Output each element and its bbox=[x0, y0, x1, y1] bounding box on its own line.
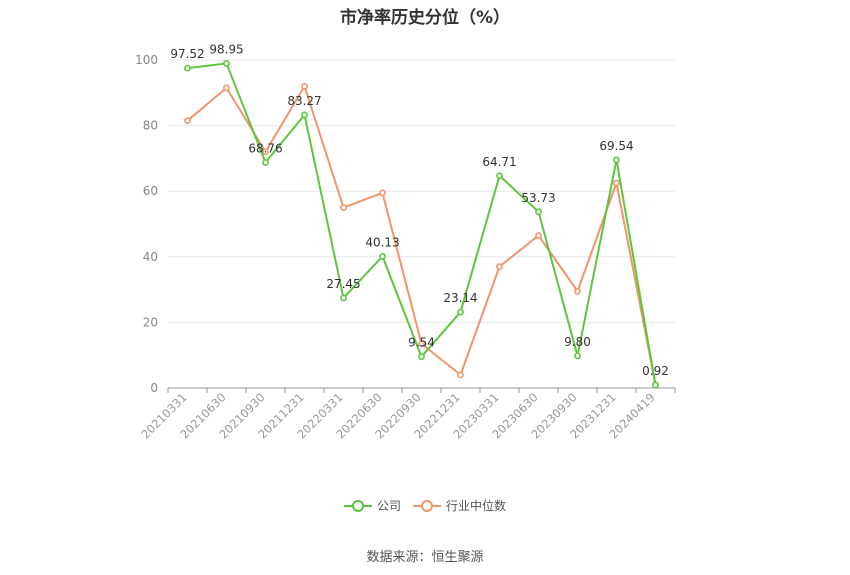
data-point-0 bbox=[418, 353, 425, 361]
y-tick-label: 0 bbox=[150, 381, 158, 395]
data-label: 68.76 bbox=[248, 141, 282, 155]
data-point-1 bbox=[418, 340, 425, 348]
data-label: 97.52 bbox=[170, 47, 204, 61]
data-point-1 bbox=[340, 204, 347, 211]
data-point-0 bbox=[496, 172, 503, 180]
data-point-1 bbox=[262, 148, 269, 156]
data-point-1 bbox=[184, 117, 191, 125]
legend: 公司 行业中位数 bbox=[0, 497, 850, 516]
data-label: 9.54 bbox=[408, 336, 435, 350]
y-tick-label: 80 bbox=[143, 119, 158, 133]
data-label: 69.54 bbox=[599, 139, 633, 153]
data-point-1 bbox=[574, 287, 581, 295]
data-point-0 bbox=[379, 252, 386, 260]
data-label: 23.14 bbox=[443, 291, 477, 305]
data-label: 0.92 bbox=[642, 364, 669, 378]
data-point-0 bbox=[535, 208, 542, 216]
legend-label: 行业中位数 bbox=[446, 499, 507, 513]
data-point-1 bbox=[613, 179, 620, 187]
data-point-1 bbox=[496, 263, 503, 271]
legend-swatch-icon bbox=[343, 499, 372, 513]
legend-label: 公司 bbox=[376, 499, 401, 513]
y-tick-label: 40 bbox=[143, 250, 158, 264]
legend-item[interactable]: 公司 bbox=[343, 497, 401, 514]
chart-title: 市净率历史分位（%） bbox=[339, 8, 511, 28]
data-label: 9.80 bbox=[564, 335, 591, 349]
legend-swatch-icon bbox=[413, 499, 441, 513]
data-point-0 bbox=[652, 381, 659, 389]
data-label: 83.27 bbox=[287, 94, 321, 108]
data-point-0 bbox=[574, 352, 581, 360]
data-point-0 bbox=[340, 294, 347, 302]
data-point-0 bbox=[184, 64, 191, 72]
data-label: 53.73 bbox=[521, 191, 555, 205]
legend-item[interactable]: 行业中位数 bbox=[413, 497, 506, 514]
data-point-1 bbox=[223, 84, 230, 92]
y-tick-label: 100 bbox=[135, 53, 158, 67]
data-label: 64.71 bbox=[482, 155, 516, 169]
data-point-0 bbox=[613, 156, 620, 164]
source-note: 数据来源：恒生聚源 bbox=[366, 550, 484, 565]
data-label: 27.45 bbox=[326, 277, 360, 291]
data-point-1 bbox=[457, 371, 464, 379]
chart-plot: 0204060801002021033120210630202109302021… bbox=[135, 42, 676, 442]
data-point-0 bbox=[223, 60, 230, 67]
y-tick-label: 20 bbox=[143, 315, 158, 329]
data-point-1 bbox=[535, 232, 542, 239]
data-point-1 bbox=[301, 82, 308, 90]
y-tick-label: 60 bbox=[143, 184, 158, 198]
data-label: 98.95 bbox=[209, 42, 243, 56]
data-point-0 bbox=[457, 308, 464, 316]
data-point-0 bbox=[301, 111, 308, 119]
data-point-1 bbox=[379, 189, 386, 197]
data-label: 40.13 bbox=[365, 235, 399, 249]
data-point-0 bbox=[262, 159, 269, 166]
